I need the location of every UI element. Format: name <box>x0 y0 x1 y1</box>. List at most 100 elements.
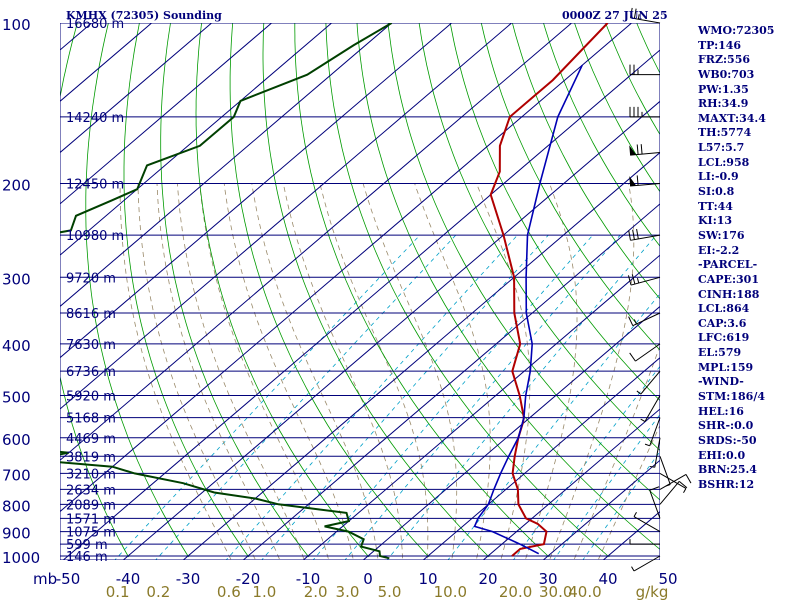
pressure-tick-label: 200 <box>2 176 31 194</box>
isotherm-lines <box>60 23 660 560</box>
isotherm-line <box>122 100 660 560</box>
temperature-tick-label: -10 <box>296 570 321 588</box>
wind-barb-staff <box>659 473 687 489</box>
wind-barb-flag <box>636 228 639 240</box>
wind-barb <box>636 370 661 395</box>
wind-barb-staff <box>630 152 661 156</box>
temperature-tick-label: -20 <box>236 570 261 588</box>
index-item: FRZ:556 <box>698 53 751 67</box>
wind-barb-staff <box>630 182 661 187</box>
wind-barb-half-flag <box>649 465 655 468</box>
temperature-tick-label: 20 <box>478 570 497 588</box>
height-label: 12450 m <box>66 177 124 192</box>
height-label: 3819 m <box>66 450 116 465</box>
mixing-ratio-lines <box>114 234 660 560</box>
moist-adiabat <box>414 183 491 560</box>
dry-adiabat <box>543 23 660 247</box>
pressure-tick-label: 300 <box>2 270 31 288</box>
wind-barb-half-flag <box>633 512 637 517</box>
index-item: SHR-:0.0 <box>698 419 754 433</box>
wind-barb-staff <box>635 343 661 362</box>
temperature-tick-label: 50 <box>658 570 677 588</box>
isotherm-line <box>242 203 660 560</box>
mixing-ratio-line <box>312 234 594 560</box>
wind-barb-flag <box>632 229 635 240</box>
height-label: 3210 m <box>66 467 116 482</box>
wind-barb-flag <box>649 486 660 491</box>
wind-barb-flag <box>633 8 637 19</box>
pressure-tick-label: 500 <box>2 389 31 407</box>
moist-adiabat <box>199 183 330 560</box>
wind-barb-flag <box>678 480 688 489</box>
index-item: MAXT:34.4 <box>698 111 766 125</box>
temperature-tick-label: 40 <box>598 570 617 588</box>
wind-barb-flag <box>627 275 632 286</box>
mixing-ratio-tick-label: 1.0 <box>252 583 276 600</box>
wind-barb-half-flag <box>631 566 635 572</box>
wind-barb-half-flag <box>683 488 687 494</box>
wind-barb-flag <box>628 316 634 326</box>
moist-adiabat <box>137 183 256 560</box>
wind-barb <box>629 106 660 118</box>
parcel-line <box>473 64 583 555</box>
dry-adiabat <box>195 23 370 558</box>
isotherm-line <box>362 305 660 560</box>
isotherm-line <box>422 357 660 560</box>
index-item: BRN:25.4 <box>698 463 757 477</box>
isotherm-line <box>62 49 660 560</box>
wind-barb-staff <box>630 234 661 241</box>
index-item: PW:1.35 <box>698 82 749 96</box>
wind-barb <box>629 144 661 156</box>
isotherm-line <box>302 254 660 560</box>
index-item: TP:146 <box>698 38 742 52</box>
dry-adiabat <box>229 23 430 558</box>
wind-barb-half-flag <box>636 390 642 395</box>
dry-adiabat <box>294 23 550 558</box>
index-item: -PARCEL- <box>698 258 758 272</box>
dry-adiabat <box>480 23 660 351</box>
moist-adiabat <box>549 183 635 560</box>
dry-adiabat <box>574 23 660 193</box>
wind-barb-flag <box>628 230 631 241</box>
height-label: 2634 m <box>66 483 116 498</box>
dry-adiabat <box>512 23 660 300</box>
moist-adiabat-lines <box>119 183 660 560</box>
index-item: TT:44 <box>698 199 733 213</box>
mixing-ratio-tick-label: 3.0 <box>336 583 360 600</box>
dry-adiabat <box>60 23 129 558</box>
height-label: 5168 m <box>66 412 116 427</box>
dry-adiabat <box>387 23 660 501</box>
pressure-tick-label: 100 <box>2 16 31 34</box>
station-title: KMHX (72305) Sounding <box>66 9 222 22</box>
index-item: CAPE:301 <box>698 272 759 286</box>
wind-barb <box>629 539 660 545</box>
wind-barb <box>649 437 661 468</box>
wind-barb <box>627 274 661 286</box>
temperature-tick-label: 30 <box>538 570 557 588</box>
temperature-tick-label: -30 <box>176 570 201 588</box>
isotherm-line <box>60 23 392 308</box>
temperature-tick-label: 0 <box>363 570 373 588</box>
moist-adiabat <box>156 183 281 560</box>
height-label: 16680 m <box>66 17 124 32</box>
wind-barb-staff <box>633 516 661 533</box>
dry-adiabat <box>262 23 490 558</box>
index-item: LCL:864 <box>698 302 750 316</box>
mixing-ratio-line <box>114 234 421 560</box>
mixing-ratio-tick-label: 30.0 <box>539 583 572 600</box>
moist-adiabat <box>282 183 403 560</box>
mixing-ratio-tick-label: 40.0 <box>568 583 601 600</box>
index-item: EI:-2.2 <box>698 243 740 257</box>
pressure-tick-label: 900 <box>2 525 31 543</box>
moist-adiabat <box>524 183 578 560</box>
index-item: HEL:16 <box>698 404 744 418</box>
wind-barb-flag <box>629 7 633 18</box>
wind-barb-staff <box>632 312 661 327</box>
isotherm-line <box>482 408 660 560</box>
mixing-ratio-tick-label: 2.0 <box>304 583 328 600</box>
moist-adiabat <box>319 183 429 560</box>
height-label: 599 m <box>66 538 108 553</box>
sounding-time: 0000Z 27 JUN 25 <box>562 9 668 22</box>
height-label: 1075 m <box>66 526 116 541</box>
